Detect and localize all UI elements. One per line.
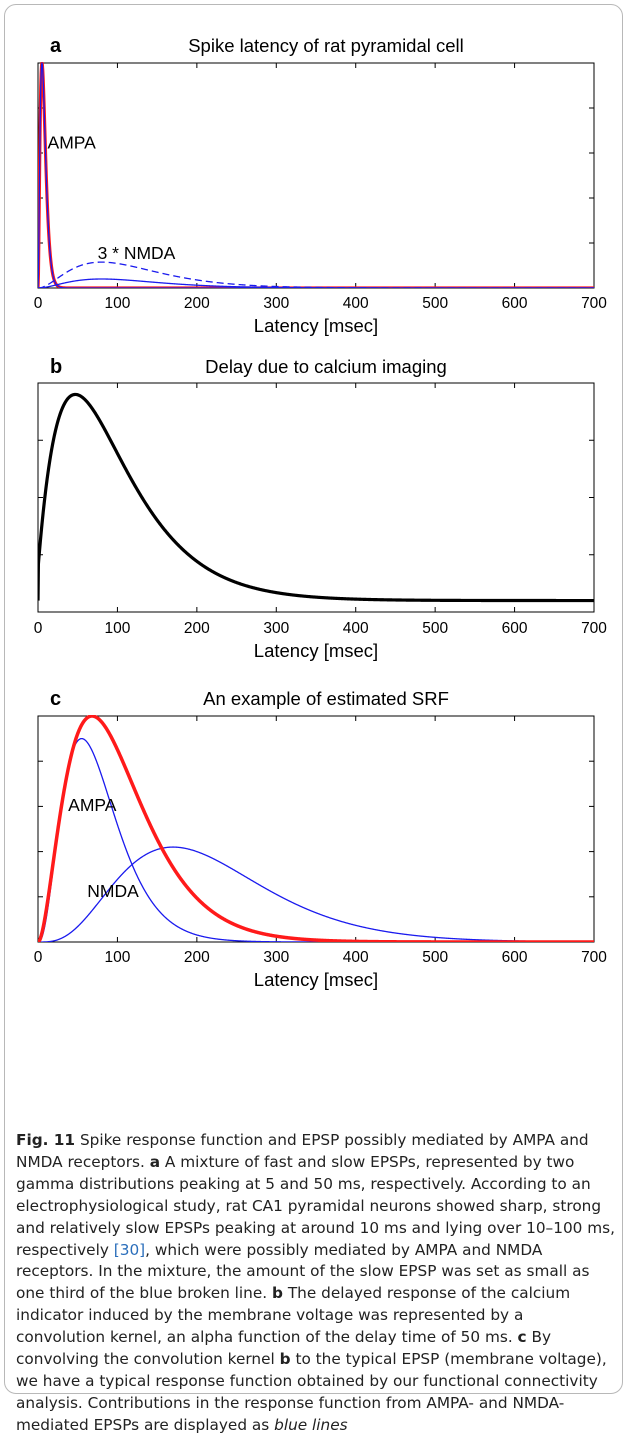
chart-annotation: 3 * NMDA [98, 243, 176, 263]
chart-panel-b: b Delay due to calcium imaging 0 100 200 300 4… [34, 356, 608, 661]
chart-annotation: AMPA [68, 795, 117, 815]
plot-area [37, 715, 595, 943]
plot-area [37, 382, 595, 613]
panel-label: a [50, 35, 62, 57]
x-tick-label: 0 [34, 295, 43, 312]
x-axis-label: Latency [msec] [254, 969, 378, 990]
caption-emphasis: blue lines [274, 1415, 348, 1434]
caption-text: By convolving the convolution kernel [16, 1328, 552, 1369]
caption-panel-ref: a [149, 1152, 161, 1171]
x-tick-label: 0 [34, 620, 43, 637]
x-tick-label: 200 [184, 295, 210, 312]
caption-citation[interactable]: [30] [113, 1240, 146, 1259]
x-tick-label: 500 [422, 620, 448, 637]
caption-body: Spike response function and EPSP possibl… [16, 1131, 615, 1434]
x-tick-label: 500 [422, 949, 448, 966]
caption-text: A mixture of fast and slow EPSPs, repres… [16, 1152, 615, 1259]
chart-title: Delay due to calcium imaging [205, 356, 447, 377]
x-tick-label: 100 [104, 295, 130, 312]
x-tick-label: 200 [184, 949, 210, 966]
caption-text: Spike response function and EPSP possibl… [16, 1131, 589, 1171]
chart-panel-c: c An example of estimated SRF 0 100 200 300 40… [34, 688, 608, 990]
series-line-4 [38, 278, 594, 288]
caption-panel-ref: c [517, 1328, 527, 1347]
x-tick-label: 500 [422, 295, 448, 312]
x-tick-label: 700 [581, 949, 607, 966]
chart-title: An example of estimated SRF [203, 688, 449, 709]
x-tick-label: 300 [263, 949, 289, 966]
x-tick-label: 100 [104, 620, 130, 637]
chart-annotation: NMDA [87, 881, 139, 901]
caption-panel-ref: b [272, 1284, 283, 1303]
x-tick-label: 400 [343, 295, 369, 312]
panel-label: c [50, 688, 61, 710]
x-tick-label: 600 [502, 295, 528, 312]
x-tick-label: 600 [502, 620, 528, 637]
series-line-1 [38, 392, 594, 603]
x-tick-label: 700 [581, 620, 607, 637]
x-tick-label: 300 [263, 620, 289, 637]
series-line-3 [38, 261, 594, 288]
chart-panel-a: a Spike latency of rat pyramidal cell 0 100… [34, 35, 608, 336]
chart-annotation: AMPA [48, 133, 97, 153]
series-line-1 [38, 737, 594, 942]
x-tick-label: 400 [343, 949, 369, 966]
figure-canvas: a Spike latency of rat pyramidal cell 0 100… [34, 35, 608, 990]
panel-label: b [50, 356, 62, 378]
x-tick-label: 400 [343, 620, 369, 637]
x-tick-label: 600 [502, 949, 528, 966]
figure-caption: Fig. 11 Spike response function and EPSP… [16, 1130, 616, 1437]
x-tick-label: 700 [581, 295, 607, 312]
x-axis-label: Latency [msec] [254, 640, 378, 661]
figure-frame [4, 4, 623, 1394]
series-line-3 [38, 715, 594, 942]
x-axis-label: Latency [msec] [254, 315, 378, 336]
caption-text: The delayed response of the calcium indi… [16, 1284, 571, 1347]
chart-title: Spike latency of rat pyramidal cell [188, 35, 464, 56]
x-tick-label: 0 [34, 949, 43, 966]
caption-panel-ref: b [279, 1350, 291, 1369]
x-tick-label: 100 [104, 949, 130, 966]
caption-text: , which were possibly mediated by AMPA a… [16, 1240, 590, 1303]
x-tick-label: 200 [184, 620, 210, 637]
x-tick-label: 300 [263, 295, 289, 312]
caption-fig-label: Fig. 11 [16, 1131, 76, 1149]
